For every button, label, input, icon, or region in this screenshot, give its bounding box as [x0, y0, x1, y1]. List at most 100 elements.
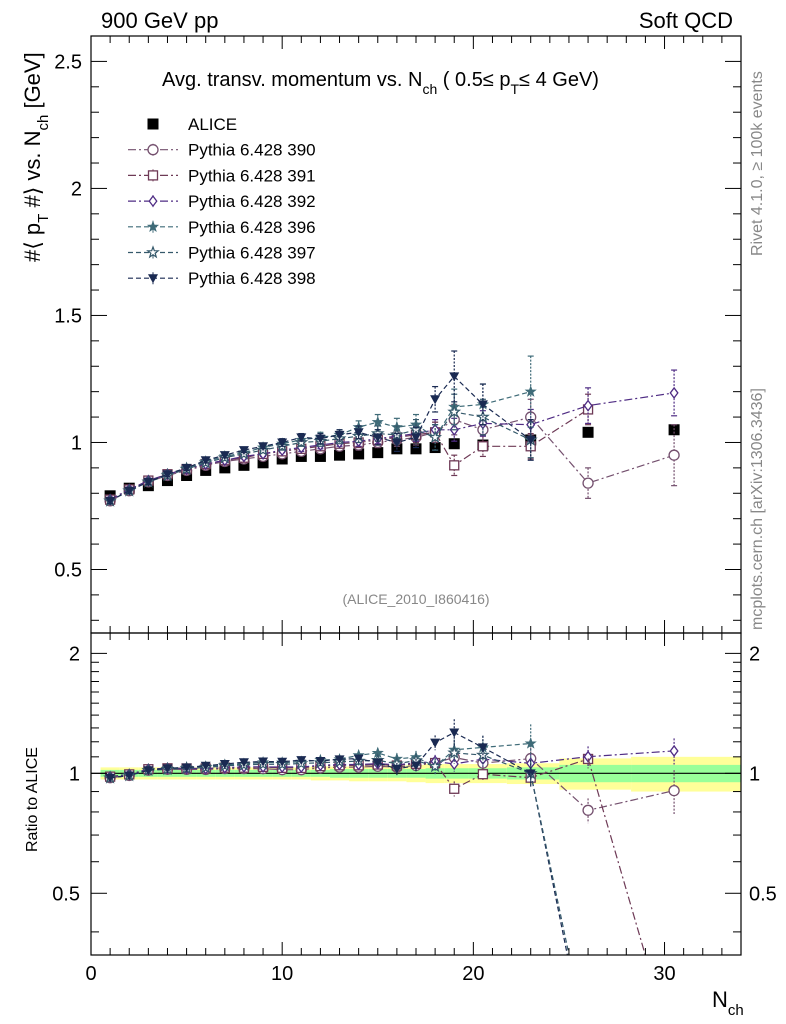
ratio-y-tick-label-right: 2 [749, 643, 760, 665]
ylabel-mid: #⟩ vs. N [20, 131, 45, 214]
data-point [477, 441, 489, 452]
ratio-y-tick-label: 1 [69, 763, 80, 785]
x-tick-label: 0 [85, 963, 96, 985]
data-point [258, 442, 269, 452]
data-point-alice [238, 459, 250, 471]
legend-label: Pythia 6.428 398 [188, 269, 316, 288]
legend-label: ALICE [188, 115, 237, 134]
ratio-point [449, 728, 460, 738]
data-point [162, 470, 173, 480]
data-point [447, 404, 462, 418]
ratio-point [430, 738, 441, 748]
ratio-drop-line [530, 773, 570, 955]
ratio-series-pythia-5 [105, 719, 536, 788]
ratio-point [334, 755, 345, 765]
ratio-point [353, 754, 364, 764]
data-point [143, 477, 154, 487]
data-point [277, 438, 288, 448]
series-line [109, 408, 589, 501]
y-tick-label: 1.5 [54, 305, 82, 327]
data-point [219, 451, 230, 461]
ratio-point [258, 757, 269, 767]
data-point [668, 449, 680, 461]
title-sub-t: T [510, 81, 519, 97]
rivet-version-label: Rivet 4.1.0, ≥ 100k events [749, 71, 766, 256]
data-point-alice [410, 443, 422, 455]
legend-entry: Pythia 6.428 391 [128, 166, 316, 185]
data-point [669, 386, 679, 400]
y-axis-label: #⟨ pT #⟩ vs. Nch [GeV] [20, 52, 52, 262]
data-point [371, 415, 384, 428]
xlabel-main: N [712, 987, 728, 1012]
legend-marker [146, 245, 160, 259]
data-point [124, 486, 135, 496]
data-point-alice [448, 438, 460, 450]
xlabel-sub: ch [728, 1002, 744, 1019]
x-axis-label: Nch [712, 987, 744, 1019]
legend-marker [147, 118, 159, 130]
ratio-point [447, 745, 462, 759]
legend-marker [147, 170, 159, 181]
title-sub-ch: ch [422, 81, 437, 97]
ratio-point [411, 761, 421, 771]
legend-label: Pythia 6.428 396 [188, 218, 316, 237]
data-point-alice [372, 447, 384, 459]
series-line [109, 416, 675, 502]
data-point [353, 428, 364, 438]
ratio-point [200, 761, 211, 771]
ratio-point [296, 756, 307, 766]
ratio-y-tick-label-right: 0.5 [749, 883, 777, 905]
header-category: Soft QCD [639, 8, 733, 33]
ratio-y-axis-label: Ratio to ALICE [24, 747, 41, 852]
data-point [105, 496, 116, 506]
main-panel: 0.511.522.5 Avg. transv. momentum vs. Nc… [20, 35, 742, 634]
data-point [200, 456, 211, 466]
ratio-point [105, 773, 116, 783]
legend-entry: Pythia 6.428 390 [128, 141, 316, 160]
data-point [315, 434, 326, 444]
data-point [583, 399, 593, 412]
data-point [428, 430, 443, 444]
legend-marker [148, 195, 158, 208]
ratio-drop-line [587, 758, 646, 955]
ratio-point [477, 769, 489, 780]
data-point [582, 477, 594, 489]
legend-label: Pythia 6.428 392 [188, 192, 316, 211]
data-point-alice [257, 457, 269, 469]
legend-marker [146, 220, 160, 232]
ylabel-end: [GeV] [20, 52, 45, 114]
data-point [296, 433, 307, 443]
legend-label: Pythia 6.428 390 [188, 141, 316, 160]
legend: ALICE Pythia 6.428 390 Pythia 6.428 391 Pyt… [128, 115, 316, 288]
series-pythia-5 [105, 350, 536, 506]
analysis-watermark: (ALICE_2010_I860416) [342, 591, 489, 607]
legend-label: Pythia 6.428 397 [188, 244, 316, 263]
data-point [449, 460, 460, 471]
ratio-point [315, 756, 326, 766]
title-mid: ( 0.5≤ p [437, 69, 510, 91]
ratio-point [583, 750, 593, 763]
legend-entry: Pythia 6.428 398 [128, 269, 316, 288]
data-point [524, 385, 537, 397]
ratio-point [181, 763, 192, 773]
ratio-point [582, 804, 594, 816]
data-point-alice [582, 426, 594, 438]
data-point-alice [219, 462, 231, 474]
data-point [430, 395, 441, 405]
data-point [391, 438, 402, 448]
ratio-point [477, 743, 488, 753]
ratio-y-tick-label: 2 [69, 643, 80, 665]
ylabel-sub-ch: ch [35, 115, 52, 131]
legend-label: Pythia 6.428 391 [188, 166, 316, 185]
data-point [372, 433, 383, 443]
ratio-point [143, 766, 154, 776]
ratio-point [391, 764, 402, 774]
legend-marker [148, 274, 158, 284]
x-tick-label: 10 [271, 963, 293, 985]
x-tick-label: 30 [653, 963, 675, 985]
legend-entry: Pythia 6.428 392 [128, 192, 316, 211]
ylabel-sub-t: T [35, 214, 52, 223]
series-pythia-1 [104, 393, 594, 505]
data-point-alice [334, 449, 346, 461]
